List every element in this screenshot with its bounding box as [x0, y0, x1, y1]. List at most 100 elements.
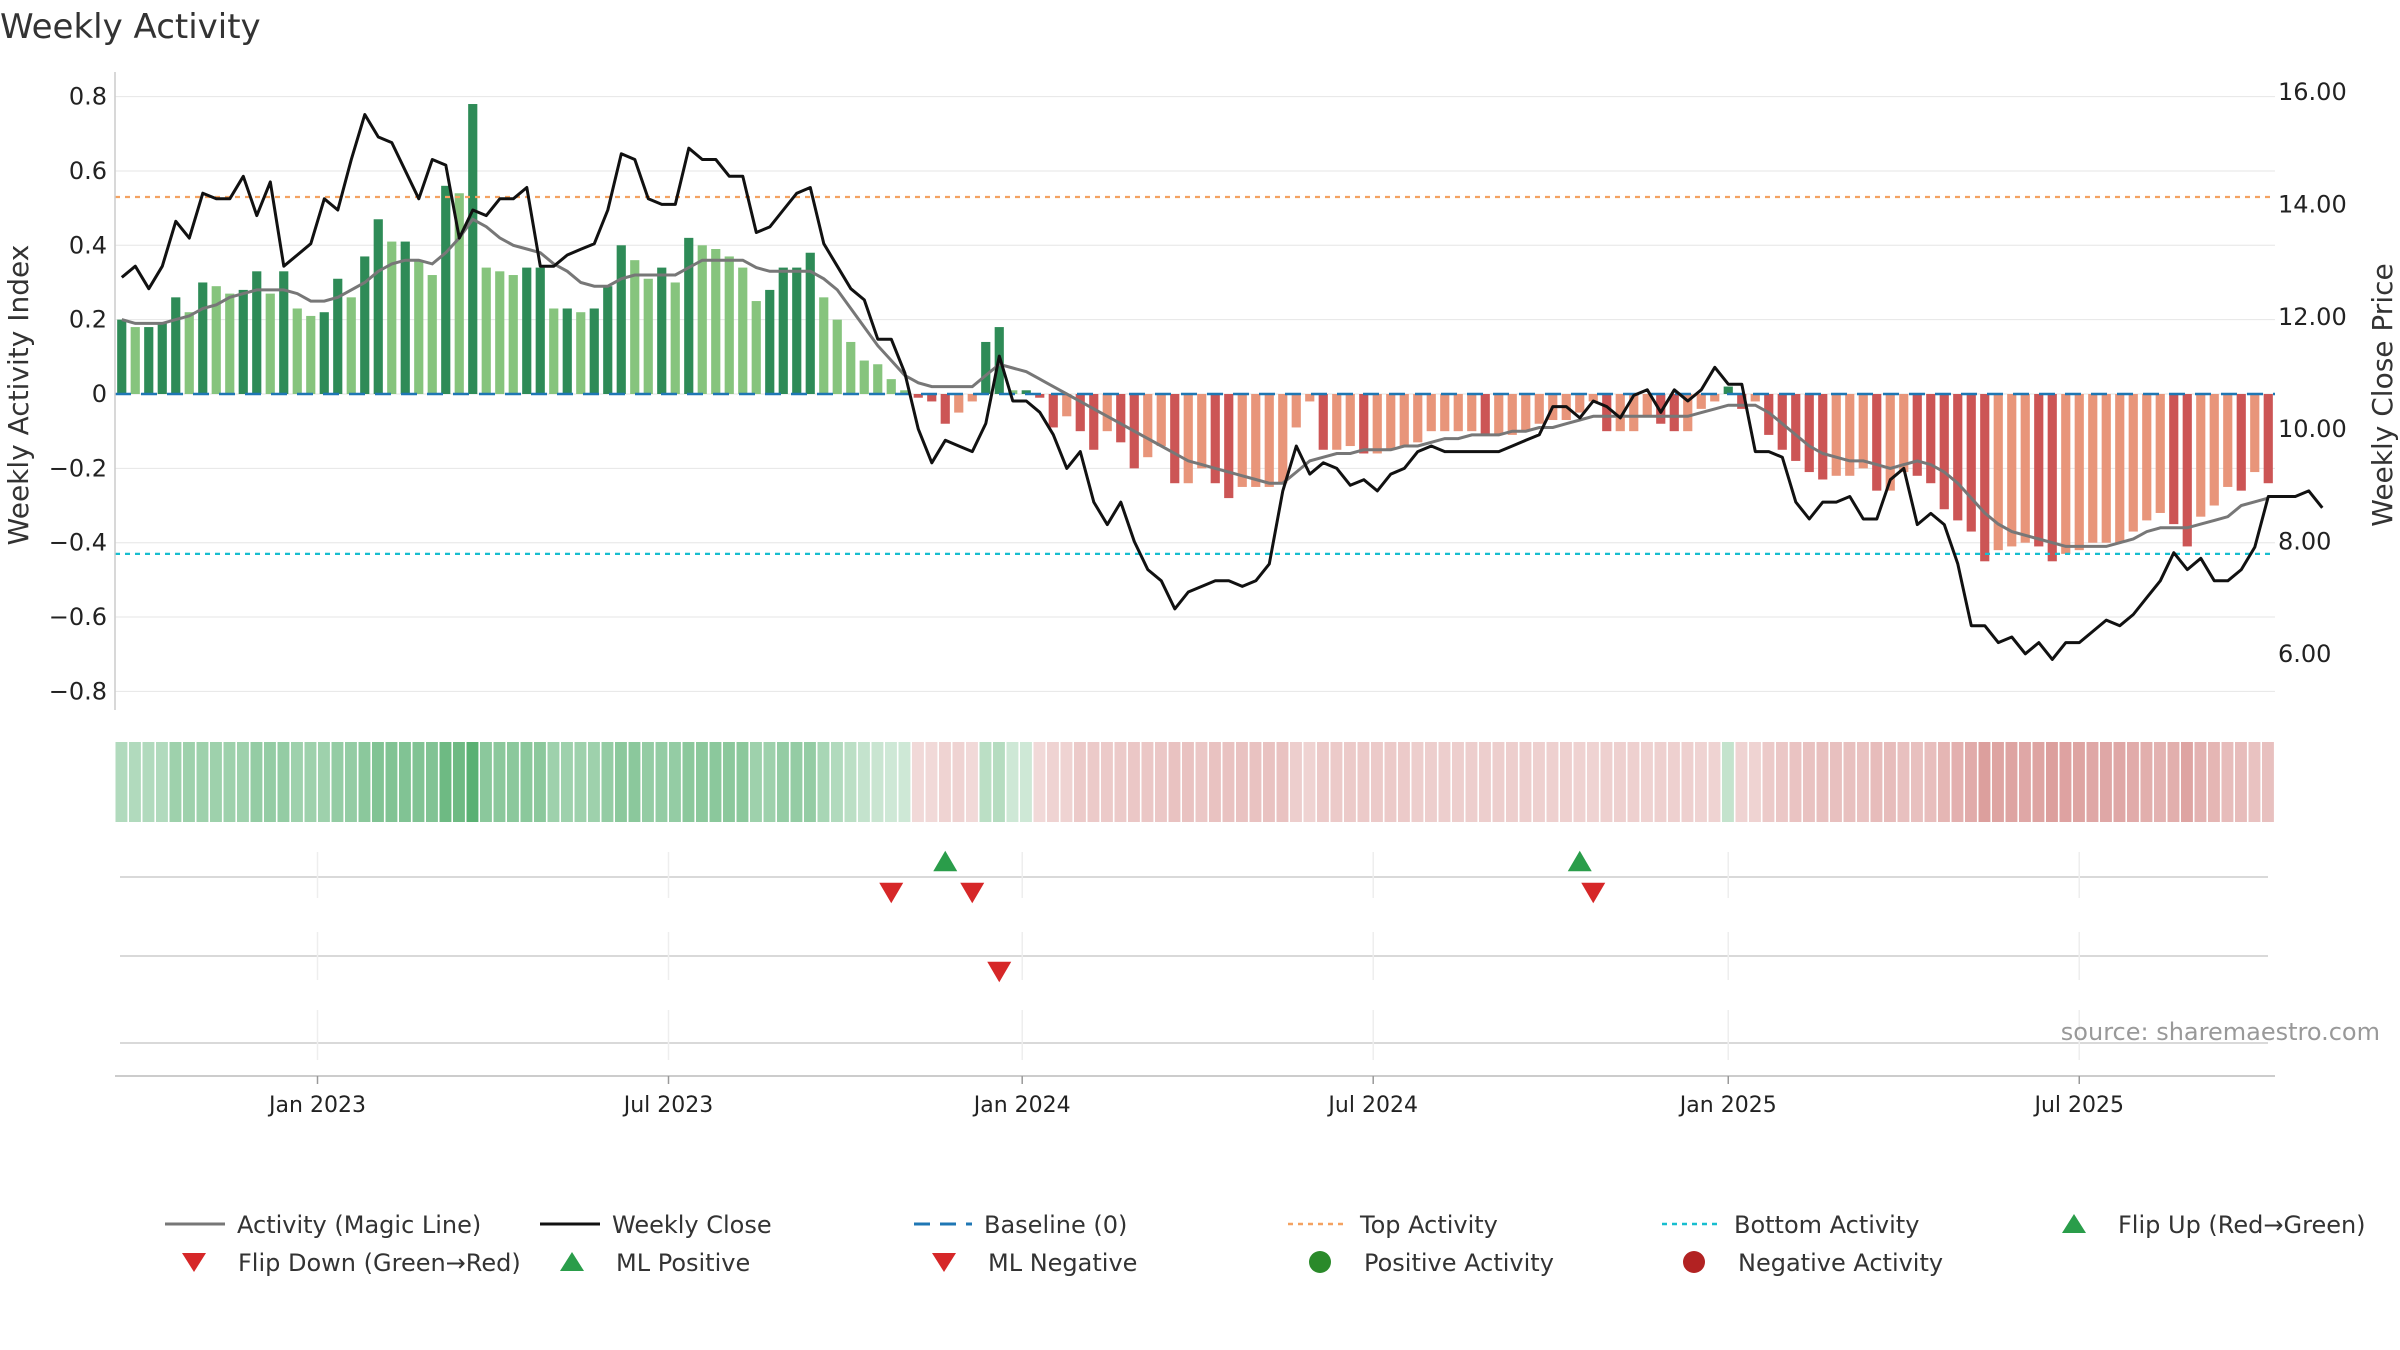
source-credit: source: sharemaestro.com	[2061, 1018, 2380, 1046]
activity-bar	[1075, 394, 1085, 432]
band-cell	[2208, 742, 2220, 822]
band-cell	[1884, 742, 1896, 822]
band-cell	[196, 742, 209, 822]
activity-bar	[1899, 394, 1909, 473]
band-cell	[763, 742, 776, 822]
activity-bar	[468, 104, 478, 394]
legend-item: Baseline (0)	[914, 1211, 1127, 1239]
activity-bar	[1237, 394, 1247, 487]
activity-bar	[1021, 390, 1031, 394]
band-cell	[2221, 742, 2234, 822]
x-tick-label: Jan 2024	[972, 1093, 1071, 1118]
band-cell	[1789, 742, 1802, 822]
band-cell	[2248, 742, 2261, 822]
band-cell	[156, 742, 168, 822]
activity-bar	[630, 260, 640, 394]
activity-bar	[697, 245, 707, 394]
legend-item: Activity (Magic Line)	[165, 1211, 481, 1239]
band-cell	[709, 742, 722, 822]
activity-bar	[225, 293, 235, 394]
activity-bar	[832, 319, 842, 394]
activity-bar	[967, 394, 977, 402]
band-cell	[642, 742, 654, 822]
legend-label: Negative Activity	[1738, 1249, 1943, 1277]
legend-swatch	[932, 1253, 956, 1272]
band-cell	[1465, 742, 1478, 822]
activity-bar	[1953, 394, 1963, 521]
activity-bar	[1696, 394, 1706, 409]
legend-item: Weekly Close	[540, 1211, 772, 1239]
x-axis: Jan 2023 Jul 2023 Jan 2024 Jul 2024 Jan 2025…	[115, 1075, 2275, 1118]
band-cell	[1006, 742, 1019, 822]
band-cell	[1195, 742, 1208, 822]
right-y-axis: 16.00 14.00 12.00 10.00 8.00 6.00	[2278, 78, 2347, 668]
activity-bar	[616, 245, 626, 394]
activity-bar	[265, 293, 275, 394]
band-cell	[1249, 742, 1262, 822]
activity-bar	[306, 315, 316, 394]
legend-item: ML Negative	[932, 1249, 1137, 1277]
activity-bar	[2088, 394, 2098, 543]
band-cell	[1951, 742, 1964, 822]
activity-bar	[1008, 390, 1018, 394]
band-cell	[1749, 742, 1761, 822]
band-cell	[1317, 742, 1329, 822]
band-cell	[1087, 742, 1100, 822]
band-cell	[2073, 742, 2085, 822]
band-cell	[453, 742, 465, 822]
legend-swatch	[560, 1252, 584, 1271]
activity-bar	[1035, 394, 1045, 398]
legend-label: Flip Up (Red→Green)	[2118, 1211, 2366, 1239]
activity-bar	[1804, 394, 1814, 473]
activity-bar	[940, 394, 950, 424]
activity-bar	[1359, 394, 1369, 454]
band-cell	[2127, 742, 2139, 822]
activity-bar	[981, 341, 991, 394]
activity-bar	[2020, 394, 2030, 543]
band-cell	[2140, 742, 2153, 822]
band-cell	[439, 742, 452, 822]
activity-bar	[1669, 394, 1679, 432]
band-cell	[2059, 742, 2072, 822]
band-cell	[1371, 742, 1383, 822]
band-cell	[1492, 742, 1505, 822]
x-tick-label: Jul 2023	[622, 1093, 714, 1118]
activity-bar	[2196, 394, 2206, 517]
activity-bar	[1143, 394, 1153, 458]
activity-bar	[427, 275, 437, 394]
band-cell	[115, 742, 128, 822]
activity-bar	[1210, 394, 1220, 484]
activity-bar	[400, 241, 410, 394]
band-cell	[1398, 742, 1410, 822]
band-cell	[561, 742, 573, 822]
band-cell	[844, 742, 857, 822]
x-tick-label: Jul 2025	[2032, 1093, 2124, 1118]
activity-bar	[1521, 394, 1531, 432]
activity-bar	[1885, 394, 1895, 491]
activity-bar	[1291, 394, 1301, 428]
band-cell	[2032, 742, 2045, 822]
x-tick-label: Jan 2025	[1678, 1093, 1777, 1118]
band-cell	[1803, 742, 1815, 822]
band-cell	[628, 742, 641, 822]
band-cell	[1276, 742, 1289, 822]
activity-bar	[1264, 394, 1274, 487]
activity-bar	[1170, 394, 1180, 484]
band-cell	[210, 742, 222, 822]
activity-bar	[1305, 394, 1315, 402]
activity-bar	[1912, 394, 1922, 476]
legend-swatch	[182, 1253, 206, 1272]
band-cell	[1452, 742, 1464, 822]
activity-bar	[1575, 394, 1585, 413]
y-tick-label: 0	[92, 380, 107, 408]
activity-bar	[535, 267, 545, 394]
activity-bar	[238, 289, 248, 394]
legend: Activity (Magic Line) Weekly Close Baselin…	[165, 1211, 2366, 1277]
band-cell	[1668, 742, 1680, 822]
band-cell	[790, 742, 803, 822]
band-cell	[264, 742, 276, 822]
band-cell	[1479, 742, 1491, 822]
legend-item: Flip Up (Red→Green)	[2062, 1211, 2366, 1239]
activity-bar	[387, 241, 397, 394]
legend-swatch	[1683, 1251, 1705, 1273]
